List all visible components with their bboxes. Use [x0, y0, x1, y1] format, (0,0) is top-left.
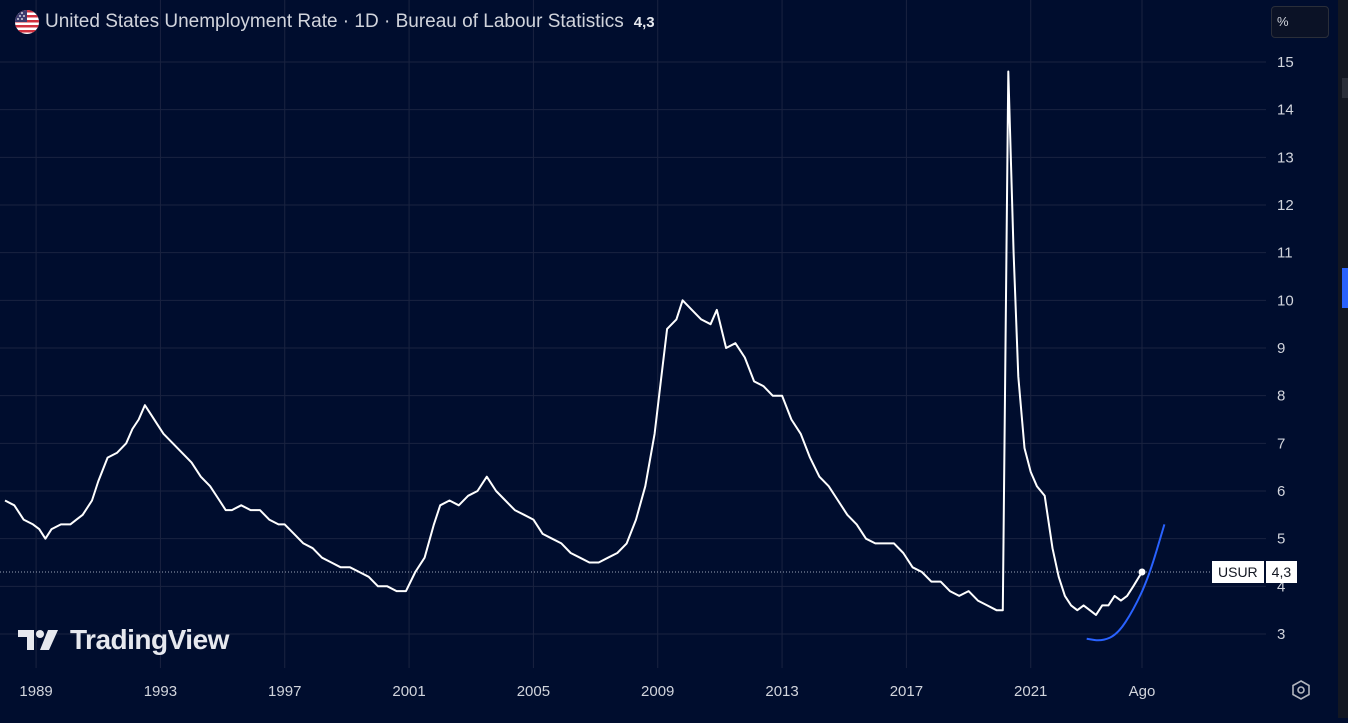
- projection-curve: [1086, 524, 1166, 642]
- chart-title[interactable]: United States Unemployment Rate · 1D · B…: [45, 11, 624, 32]
- y-tick-label: 11: [1277, 245, 1293, 262]
- y-tick-label: 7: [1277, 435, 1285, 452]
- unemployment-rate-line[interactable]: [4, 70, 1143, 616]
- x-tick-label: 2009: [641, 683, 674, 700]
- y-tick-label: 14: [1277, 102, 1294, 119]
- settings-icon[interactable]: [1290, 679, 1312, 701]
- x-tick-label: Ago: [1129, 683, 1156, 700]
- x-tick-label: 1997: [268, 683, 301, 700]
- y-axis[interactable]: 3 4 5 6 7 8 9 10 11 12 13 14 15: [1277, 54, 1294, 643]
- chart-header: United States Unemployment Rate · 1D · B…: [15, 8, 655, 36]
- badge-symbol: USUR: [1212, 561, 1264, 584]
- badge-value: 4,3: [1265, 561, 1298, 584]
- x-tick-label: 2013: [765, 683, 798, 700]
- right-panel-edge: [1338, 0, 1348, 718]
- y-tick-label: 10: [1277, 292, 1294, 309]
- tradingview-logo-icon: [18, 630, 58, 650]
- x-tick-label: 2001: [392, 683, 425, 700]
- last-value-dot: [1138, 568, 1146, 576]
- y-tick-label: 5: [1277, 531, 1285, 548]
- y-tick-label: 12: [1277, 197, 1294, 214]
- y-tick-label: 15: [1277, 54, 1294, 71]
- y-tick-label: 4: [1277, 578, 1285, 595]
- grid-lines: [0, 0, 1266, 668]
- y-tick-label: 13: [1277, 149, 1294, 166]
- x-axis[interactable]: 1989 1993 1997 2001 2005 2009 2013 2017 2021 Ago: [19, 683, 1155, 700]
- x-tick-label: 1989: [19, 683, 52, 700]
- us-flag-icon: [15, 10, 39, 34]
- x-tick-label: 2005: [517, 683, 550, 700]
- x-tick-label: 1993: [144, 683, 177, 700]
- tradingview-logo[interactable]: TradingView: [18, 624, 229, 656]
- x-tick-label: 2017: [890, 683, 923, 700]
- y-tick-label: 8: [1277, 388, 1285, 405]
- header-last-value: 4,3: [633, 13, 655, 31]
- unit-button[interactable]: %: [1271, 6, 1329, 38]
- y-tick-label: 6: [1277, 483, 1285, 500]
- x-tick-label: 2021: [1014, 683, 1047, 700]
- price-badge: USUR 4,3: [1212, 561, 1298, 584]
- y-tick-label: 3: [1277, 626, 1285, 643]
- logo-text: TradingView: [70, 624, 229, 655]
- y-tick-label: 9: [1277, 340, 1285, 357]
